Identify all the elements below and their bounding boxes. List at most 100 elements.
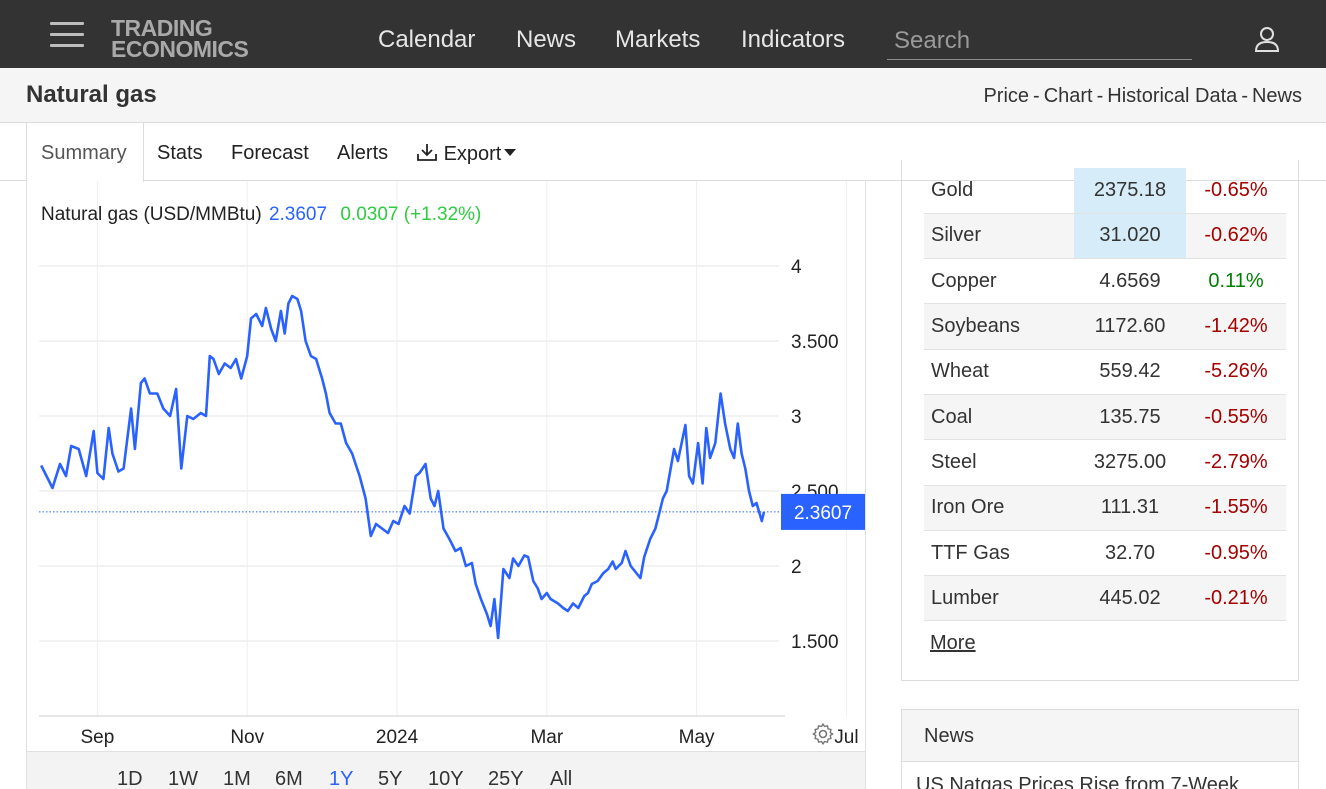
nav-link-indicators[interactable]: Indicators (741, 26, 846, 53)
commodity-price: 135.75 (1074, 394, 1186, 441)
table-row[interactable]: Copper 4.6569 0.11% (924, 258, 1286, 305)
range-6m-button[interactable]: 6M (275, 768, 303, 789)
commodity-name[interactable]: Steel (924, 439, 1074, 486)
tab-alerts[interactable]: Alerts (337, 142, 389, 164)
tab-summary[interactable]: Summary (26, 123, 144, 182)
commodity-price: 2375.18 (1074, 168, 1186, 214)
logo-line-2: ECONOMICS (111, 36, 249, 62)
commodity-name[interactable]: Iron Ore (924, 485, 1074, 531)
x-tick-label: May (679, 727, 715, 748)
y-tick-label: 4 (791, 257, 802, 278)
export-label: Export (443, 143, 502, 165)
nav-link-news[interactable]: News (516, 26, 577, 53)
table-row[interactable]: Wheat 559.42 -5.26% (924, 349, 1286, 395)
section-links: Price - Chart - Historical Data - News (983, 85, 1302, 108)
table-row[interactable]: Silver 31.020 -0.62% (924, 213, 1286, 260)
x-tick-label: Mar (530, 727, 563, 748)
commodity-name[interactable]: Wheat (924, 349, 1074, 395)
link-separator: - (1033, 85, 1040, 107)
series-line-0 (40, 294, 766, 640)
last-price-label: 2.3607 (794, 503, 852, 524)
page-title: Natural gas (26, 81, 157, 108)
site-logo[interactable]: TRADING ECONOMICS (111, 15, 249, 62)
range-1m-button[interactable]: 1M (223, 768, 251, 789)
commodity-change: -2.79% (1186, 439, 1286, 486)
x-tick-label: Nov (230, 727, 264, 748)
commodity-price: 111.31 (1074, 485, 1186, 531)
commodity-change: -1.55% (1186, 485, 1286, 531)
range-1d-button[interactable]: 1D (117, 768, 143, 789)
news-headline-link[interactable]: US Natgas Prices Rise from 7-Week (916, 774, 1240, 789)
table-row[interactable]: Coal 135.75 -0.55% (924, 394, 1286, 441)
table-row[interactable]: Lumber 445.02 -0.21% (924, 575, 1286, 622)
news-link[interactable]: News (1251, 85, 1302, 107)
last-price-tag (781, 493, 865, 530)
legend-series-name: Natural gas (USD/MMBtu) (41, 204, 262, 225)
tab-stats[interactable]: Stats (157, 142, 203, 164)
range-1y-button[interactable]: 1Y (329, 768, 354, 789)
logo-line-1: TRADING (111, 15, 213, 41)
y-tick-label: 3.500 (791, 332, 839, 353)
title-bar: Natural gas Price - Chart - Historical Data -… (0, 68, 1326, 123)
commodity-price: 1172.60 (1074, 303, 1186, 350)
commodities-panel: Gold 2375.18 -0.65% Silver 31.020 -0.62% Coppe… (901, 160, 1299, 681)
commodity-change: 0.11% (1186, 258, 1286, 305)
chart-panel: 4 3.500 3 2.500 2 1.500 Sep Nov 2024 Mar May Jul 2.3… (26, 181, 866, 789)
table-row[interactable]: Gold 2375.18 -0.65% (924, 168, 1286, 214)
commodity-change: -0.21% (1186, 575, 1286, 622)
x-tick-label: Sep (81, 727, 115, 748)
table-row[interactable]: Soybeans 1172.60 -1.42% (924, 303, 1286, 350)
commodity-price: 559.42 (1074, 349, 1186, 395)
gear-icon[interactable] (811, 722, 835, 746)
link-separator: - (1241, 85, 1248, 107)
commodity-price: 31.020 (1074, 213, 1186, 260)
commodity-name[interactable]: Soybeans (924, 303, 1074, 350)
commodity-price: 3275.00 (1074, 439, 1186, 486)
commodity-name[interactable]: Silver (924, 213, 1074, 260)
price-link[interactable]: Price (983, 85, 1030, 107)
user-icon[interactable] (1253, 25, 1281, 53)
chart-link[interactable]: Chart (1043, 85, 1093, 107)
tab-forecast[interactable]: Forecast (231, 142, 309, 164)
news-panel: News US Natgas Prices Rise from 7-Week (901, 709, 1299, 789)
download-icon (417, 144, 437, 161)
range-5y-button[interactable]: 5Y (378, 768, 403, 789)
y-tick-label: 1.500 (791, 632, 839, 653)
commodity-name[interactable]: Copper (924, 258, 1074, 305)
commodity-change: -0.65% (1186, 168, 1286, 214)
commodity-name[interactable]: TTF Gas (924, 530, 1074, 577)
legend-price: 2.3607 (268, 204, 328, 225)
commodity-change: -0.55% (1186, 394, 1286, 441)
news-header: News (902, 710, 1298, 762)
commodity-name[interactable]: Coal (924, 394, 1074, 441)
x-tick-label: Jul (834, 727, 858, 748)
top-navbar: TRADING ECONOMICS Calendar News Markets … (0, 0, 1326, 68)
x-tick-label: 2024 (376, 727, 419, 748)
nav-link-markets[interactable]: Markets (615, 26, 701, 53)
table-row[interactable]: TTF Gas 32.70 -0.95% (924, 530, 1286, 577)
tab-summary-label: Summary (41, 142, 127, 164)
table-row[interactable]: Iron Ore 111.31 -1.55% (924, 485, 1286, 531)
range-1w-button[interactable]: 1W (168, 768, 198, 789)
more-link[interactable]: More (930, 632, 976, 654)
menu-icon[interactable] (50, 22, 84, 48)
commodity-change: -0.62% (1186, 213, 1286, 260)
range-10y-button[interactable]: 10Y (428, 768, 464, 789)
commodity-name[interactable]: Gold (924, 168, 1074, 214)
historical-data-link[interactable]: Historical Data (1107, 85, 1238, 107)
commodity-change: -0.95% (1186, 530, 1286, 577)
search-input[interactable] (887, 22, 1192, 60)
chart-legend: Natural gas (USD/MMBtu) 2.3607 0.0307 (+… (41, 204, 481, 226)
commodity-price: 32.70 (1074, 530, 1186, 577)
caret-down-icon (504, 149, 517, 157)
range-all-button[interactable]: All (550, 768, 573, 789)
range-25y-button[interactable]: 25Y (488, 768, 524, 789)
commodity-name[interactable]: Lumber (924, 575, 1074, 622)
export-dropdown[interactable]: Export (416, 123, 517, 181)
y-tick-label: 3 (791, 407, 802, 428)
commodity-change: -1.42% (1186, 303, 1286, 350)
nav-link-calendar[interactable]: Calendar (378, 26, 476, 53)
table-row[interactable]: Steel 3275.00 -2.79% (924, 439, 1286, 486)
y-tick-label: 2 (791, 557, 802, 578)
